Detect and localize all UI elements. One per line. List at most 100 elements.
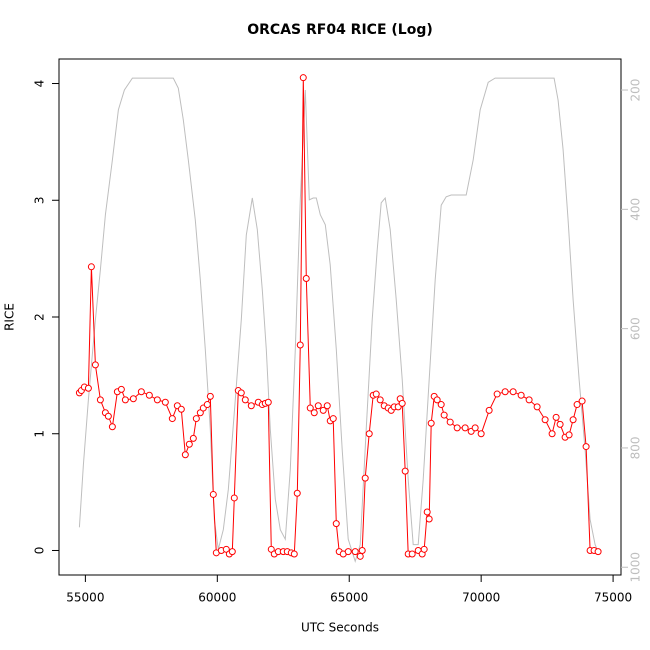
y-tick-label: 1 <box>33 430 47 438</box>
point <box>168 415 176 423</box>
point <box>427 419 435 427</box>
point <box>310 409 318 417</box>
point <box>293 489 301 497</box>
point <box>145 391 153 399</box>
point <box>108 423 116 431</box>
x-axis-label: UTC Seconds <box>301 621 379 635</box>
point <box>129 395 137 403</box>
point <box>314 402 322 410</box>
point <box>177 405 185 413</box>
point <box>541 416 549 424</box>
point <box>525 396 533 404</box>
point <box>398 399 406 407</box>
y-tick-label: 2 <box>33 313 47 321</box>
point <box>517 391 525 399</box>
point <box>121 396 129 404</box>
chart-title: ORCAS RF04 RICE (Log) <box>247 22 433 38</box>
point <box>420 545 428 553</box>
point <box>299 74 307 82</box>
point <box>203 401 211 409</box>
point <box>548 430 556 438</box>
point <box>117 385 125 393</box>
x-tick-label: 55000 <box>66 591 104 605</box>
y-tick-label: 4 <box>33 80 47 88</box>
x-tick-label: 65000 <box>330 591 368 605</box>
point <box>237 389 245 397</box>
point <box>306 404 314 412</box>
point <box>241 396 249 404</box>
point <box>485 406 493 414</box>
point <box>319 406 327 414</box>
point <box>228 548 236 556</box>
point <box>296 341 304 349</box>
point <box>565 431 573 439</box>
point <box>573 401 581 409</box>
y2-tick-label: 200 <box>629 79 643 102</box>
y2-tick-label: 600 <box>629 317 643 340</box>
point <box>425 515 433 523</box>
point <box>408 550 416 558</box>
series-line <box>78 77 598 563</box>
point <box>344 548 352 556</box>
point <box>181 451 189 459</box>
point <box>509 388 517 396</box>
point <box>361 474 369 482</box>
point <box>161 398 169 406</box>
point <box>401 467 409 475</box>
point <box>206 392 214 400</box>
point <box>358 546 366 554</box>
point <box>437 401 445 409</box>
point <box>501 388 509 396</box>
point <box>153 396 161 404</box>
point <box>332 520 340 528</box>
point <box>351 548 359 556</box>
point <box>365 430 373 438</box>
point <box>329 415 337 423</box>
point <box>87 263 95 271</box>
point <box>446 418 454 426</box>
y2-tick-label: 400 <box>629 198 643 221</box>
point <box>533 403 541 411</box>
point <box>185 440 193 448</box>
point <box>137 388 145 396</box>
y2-tick-label: 800 <box>629 436 643 459</box>
point <box>264 398 272 406</box>
point <box>189 434 197 442</box>
point <box>477 430 485 438</box>
point <box>423 508 431 516</box>
point <box>453 424 461 432</box>
point <box>594 548 602 556</box>
x-tick-label: 60000 <box>198 591 236 605</box>
point <box>552 413 560 421</box>
point <box>91 361 99 369</box>
x-tick-label: 75000 <box>594 591 632 605</box>
point <box>493 390 501 398</box>
point <box>461 424 469 432</box>
x-tick-label: 70000 <box>462 591 500 605</box>
point <box>230 494 238 502</box>
point <box>578 397 586 405</box>
point <box>440 411 448 419</box>
point <box>290 550 298 558</box>
point <box>247 402 255 410</box>
point <box>376 396 384 404</box>
point <box>104 412 112 420</box>
point <box>582 443 590 451</box>
y-tick-label: 0 <box>33 547 47 555</box>
point <box>209 490 217 498</box>
point <box>323 402 331 410</box>
y2-tick-label: 1000 <box>629 552 643 583</box>
point <box>84 384 92 392</box>
point <box>556 420 564 428</box>
point <box>192 415 200 423</box>
point <box>96 396 104 404</box>
point <box>433 396 441 404</box>
y-tick-label: 3 <box>33 196 47 204</box>
point <box>569 416 577 424</box>
point <box>471 424 479 432</box>
y-axis-label: RICE <box>3 303 17 331</box>
point <box>302 274 310 282</box>
point <box>372 390 380 398</box>
